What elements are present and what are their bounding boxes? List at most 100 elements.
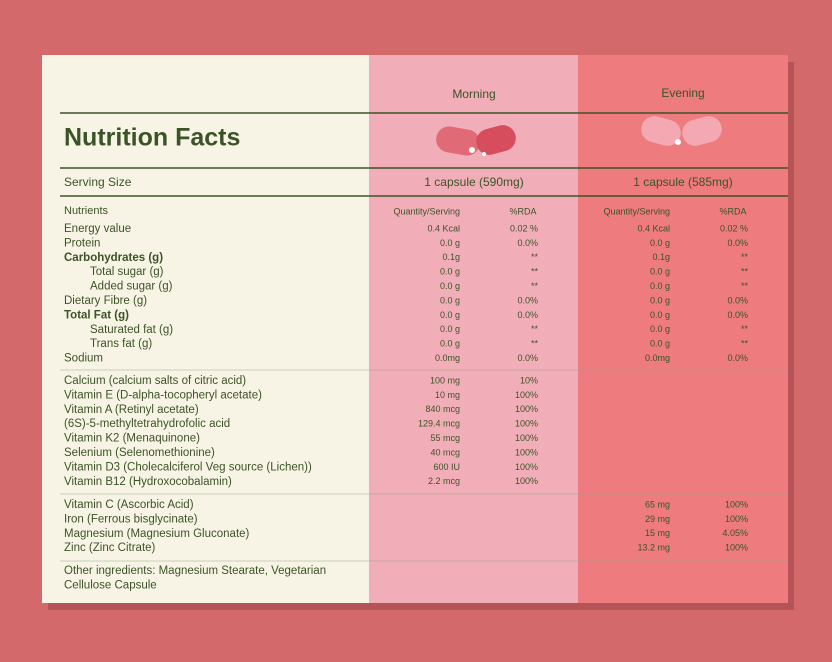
quantity: 29 mg (645, 514, 670, 524)
column-heading: %RDA (719, 206, 746, 216)
nutrient-label: Protein (64, 237, 100, 249)
nutrient-label: Sodium (64, 353, 103, 365)
quantity: 0.0 g (440, 267, 460, 277)
rda: 100% (515, 447, 538, 457)
quantity: 0.0 g (650, 339, 670, 349)
rda: ** (741, 324, 749, 334)
rda: 100% (515, 462, 538, 472)
quantity: 0.0 g (650, 310, 670, 320)
rda: ** (741, 281, 749, 291)
column-heading: Quantity/Serving (603, 206, 670, 216)
quantity: 13.2 mg (637, 543, 670, 553)
nutrient-label: Vitamin D3 (Cholecalciferol Veg source (… (64, 461, 312, 473)
quantity: 0.0 g (650, 281, 670, 291)
rda: 100% (515, 404, 538, 414)
rda: 0.0% (727, 310, 748, 320)
rda: ** (741, 339, 749, 349)
rda: 0.0% (517, 295, 538, 305)
quantity: 0.4 Kcal (637, 223, 670, 233)
nutrient-label: Total Fat (g) (64, 309, 129, 321)
quantity: 0.0 g (650, 238, 670, 248)
quantity: 55 mcg (430, 433, 460, 443)
rda: 4.05% (722, 528, 748, 538)
nutrient-label: Selenium (Selenomethionine) (64, 447, 215, 459)
rules (60, 112, 788, 562)
rda: 100% (515, 419, 538, 429)
nutrient-label: Total sugar (g) (90, 266, 164, 278)
quantity: 0.0 g (440, 310, 460, 320)
rda: 0.0% (727, 353, 748, 363)
quantity: 100 mg (430, 375, 460, 385)
nutrient-label: Saturated fat (g) (90, 324, 173, 336)
quantity: 0.0mg (435, 353, 460, 363)
title: Nutrition Facts (64, 124, 240, 152)
quantity: 0.1g (652, 252, 670, 262)
serving-morning: 1 capsule (590mg) (424, 175, 523, 189)
nutrient-label: Vitamin K2 (Menaquinone) (64, 433, 200, 445)
quantity: 0.0 g (650, 267, 670, 277)
nutrient-label: Calcium (calcium salts of citric acid) (64, 375, 246, 387)
quantity: 0.0 g (440, 339, 460, 349)
quantity: 65 mg (645, 499, 670, 509)
rda: 0.0% (517, 310, 538, 320)
rda: 100% (725, 543, 748, 553)
nutrient-label: Vitamin A (Retinyl acetate) (64, 404, 199, 416)
rda: ** (531, 339, 539, 349)
nutrient-label: Zinc (Zinc Citrate) (64, 542, 156, 554)
rda: 0.0% (727, 295, 748, 305)
nutrients-label: Nutrients (64, 205, 109, 217)
quantity: 0.0 g (650, 324, 670, 334)
quantity: 0.0 g (440, 281, 460, 291)
quantity: 2.2 mcg (428, 476, 460, 486)
nutrient-label: Iron (Ferrous bisglycinate) (64, 513, 198, 525)
quantity: 40 mcg (430, 447, 460, 457)
rda: 100% (515, 433, 538, 443)
nutrient-label: Added sugar (g) (90, 281, 173, 293)
nutrient-label: Carbohydrates (g) (64, 252, 163, 264)
rda: 10% (520, 375, 538, 385)
other-ingredients: Other ingredients: Magnesium Stearate, V… (64, 565, 326, 577)
column-heading: %RDA (509, 206, 536, 216)
rda: ** (741, 267, 749, 277)
rda: ** (531, 324, 539, 334)
nutrient-label: Dietary Fibre (g) (64, 295, 147, 307)
evening-heading: Evening (661, 86, 704, 100)
column-heading: Quantity/Serving (393, 206, 460, 216)
rda: 0.0% (727, 238, 748, 248)
rda: 0.0% (517, 353, 538, 363)
rda: ** (531, 252, 539, 262)
quantity: 0.1g (442, 252, 460, 262)
quantity: 15 mg (645, 528, 670, 538)
rda: ** (531, 267, 539, 277)
quantity: 0.0 g (440, 295, 460, 305)
other-ingredients: Cellulose Capsule (64, 579, 157, 591)
quantity: 0.0 g (440, 324, 460, 334)
quantity: 0.0mg (645, 353, 670, 363)
morning-capsule (436, 125, 516, 156)
evening-column (578, 55, 788, 603)
nutrient-label: Magnesium (Magnesium Gluconate) (64, 528, 250, 540)
quantity: 0.4 Kcal (427, 223, 460, 233)
rda: 100% (515, 476, 538, 486)
quantity: 840 mcg (425, 404, 460, 414)
quantity: 0.0 g (440, 238, 460, 248)
rda: 0.02 % (720, 223, 748, 233)
serving-evening: 1 capsule (585mg) (633, 175, 732, 189)
nutrient-label: (6S)-5-methyltetrahydrofolic acid (64, 418, 230, 430)
nutrient-label: Vitamin B12 (Hydroxocobalamin) (64, 476, 232, 488)
quantity: 600 IU (433, 462, 460, 472)
quantity: 129.4 mcg (418, 419, 460, 429)
nutrient-label: Energy value (64, 223, 131, 235)
nutrient-label: Trans fat (g) (90, 338, 152, 350)
quantity: 10 mg (435, 390, 460, 400)
serving-label: Serving Size (64, 175, 132, 189)
rda: 100% (725, 499, 748, 509)
label-column (42, 55, 369, 603)
evening-capsule (641, 116, 722, 146)
rda: ** (531, 281, 539, 291)
nutrient-label: Vitamin C (Ascorbic Acid) (64, 499, 194, 511)
rda: 100% (725, 514, 748, 524)
quantity: 0.0 g (650, 295, 670, 305)
